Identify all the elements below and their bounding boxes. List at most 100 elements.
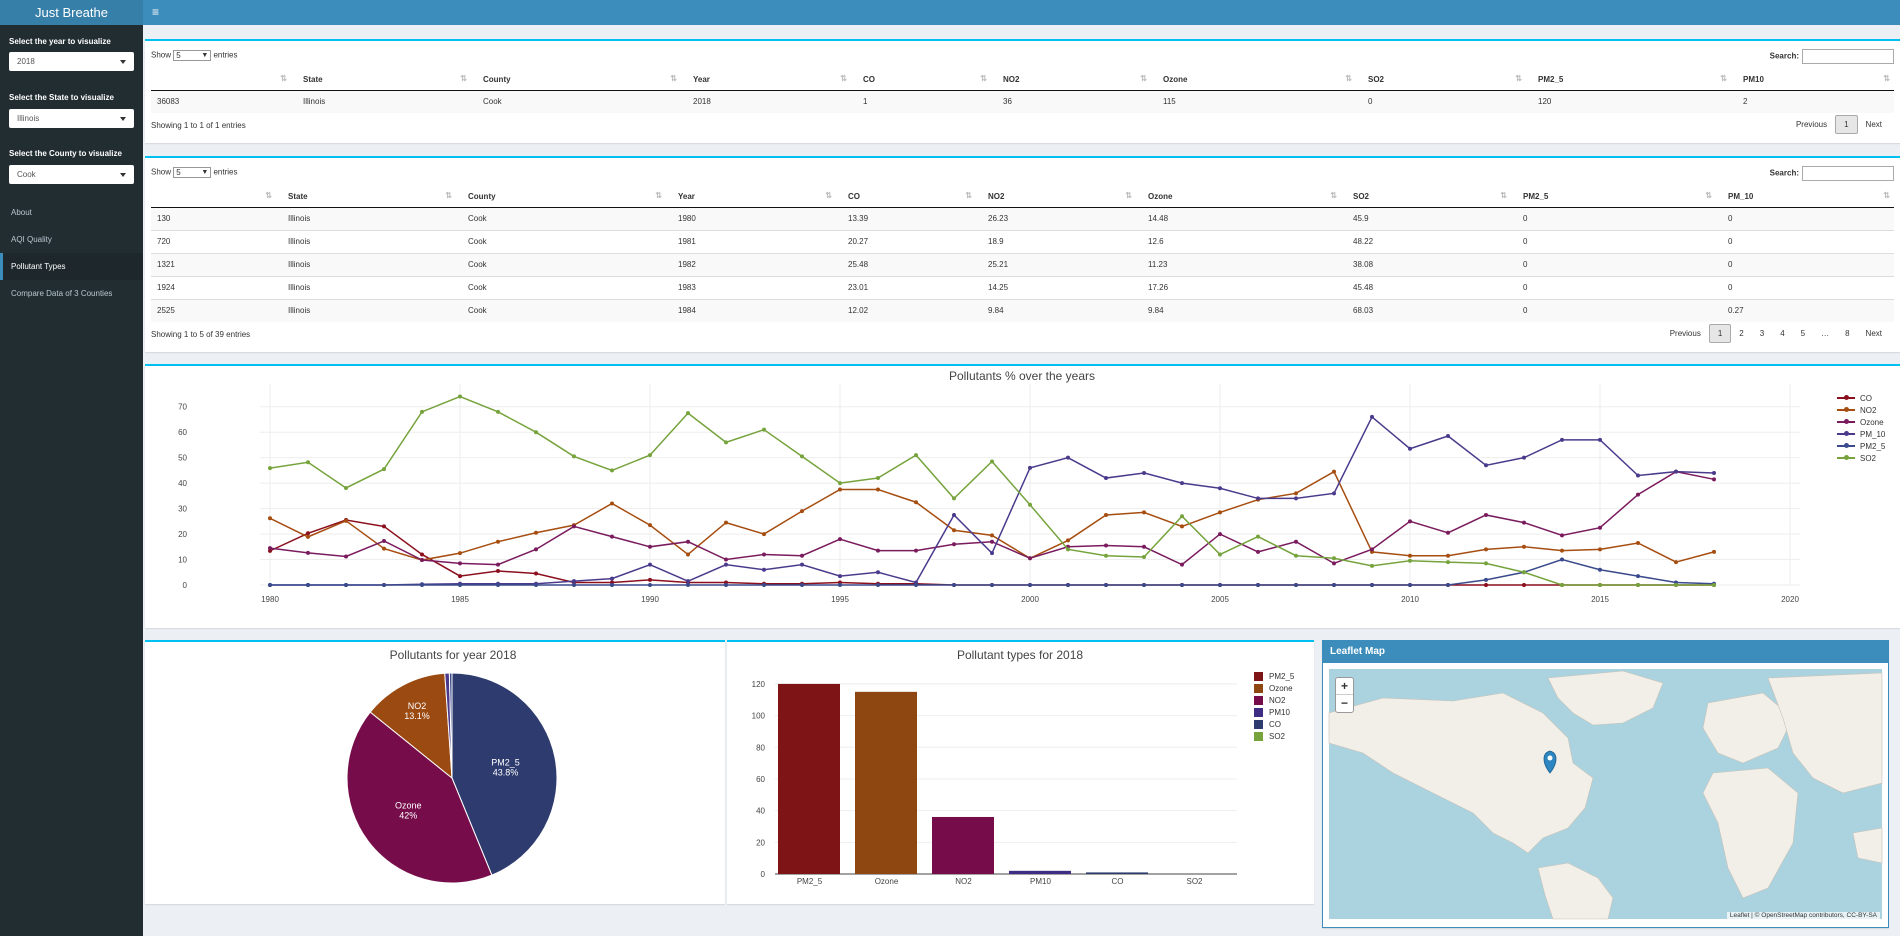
page-button[interactable]: 2 <box>1739 329 1744 338</box>
zoom-out-button[interactable]: − <box>1340 696 1348 710</box>
pollutant-types-bar-chart: Pollutant types for 2018 0 20 40 60 80 100 120 P… <box>752 648 1237 886</box>
table-row[interactable]: 2525 Illinois Cook 1984 12.02 9.84 9.84 68.03 0 0… <box>151 298 1894 322</box>
legend-item[interactable]: PM_10 <box>1837 428 1885 440</box>
legend-item[interactable]: NO2 <box>1254 694 1294 706</box>
data-point <box>838 487 842 492</box>
column-header[interactable]: SO2 <box>1341 186 1511 208</box>
data-point <box>1180 524 1184 529</box>
table-row[interactable]: 720 Illinois Cook 1981 20.27 18.9 12.6 48.22 0 0 <box>151 229 1894 253</box>
data-point <box>1028 556 1032 561</box>
table-cell: Cook <box>456 229 666 253</box>
legend-item[interactable]: CO <box>1837 392 1885 404</box>
county-select[interactable]: Cook <box>9 165 134 184</box>
table-cell: 13.39 <box>836 206 976 230</box>
legend-item[interactable]: CO <box>1254 718 1294 730</box>
pagination: Previous 1 2 3 4 5 … 8 Next <box>1662 324 1890 343</box>
state-select[interactable]: Illinois <box>9 109 134 128</box>
column-header[interactable]: NO2 <box>991 69 1151 91</box>
column-header[interactable]: State <box>276 186 456 208</box>
next-page-button[interactable]: Next <box>1865 329 1882 338</box>
data-point <box>1370 563 1374 568</box>
search-input[interactable] <box>1802 166 1894 181</box>
column-header[interactable]: Ozone <box>1151 69 1356 91</box>
year-select[interactable]: 2018 <box>9 52 134 71</box>
column-header[interactable]: Year <box>681 69 851 91</box>
y-tick-label: 20 <box>178 530 187 539</box>
legend-item[interactable]: PM10 <box>1254 706 1294 718</box>
legend-swatch <box>1254 671 1263 681</box>
x-tick-label: PM2_5 <box>797 877 823 886</box>
x-tick-label: NO2 <box>955 877 972 886</box>
legend-item[interactable]: PM2_5 <box>1837 440 1885 452</box>
table-cell: Cook <box>456 275 666 299</box>
legend-item[interactable]: SO2 <box>1254 730 1294 742</box>
page-button[interactable]: 4 <box>1780 329 1785 338</box>
column-header[interactable]: PM_10 <box>1716 186 1894 208</box>
column-header[interactable]: CO <box>836 186 976 208</box>
bar-pm10 <box>1009 870 1071 874</box>
legend-label: CO <box>1269 719 1281 729</box>
search-input[interactable] <box>1802 49 1894 64</box>
column-header[interactable]: County <box>456 186 666 208</box>
table-cell: Illinois <box>276 275 456 299</box>
previous-page-button[interactable]: Previous <box>1669 329 1701 338</box>
column-header[interactable]: Year <box>666 186 836 208</box>
column-header[interactable] <box>151 186 276 208</box>
legend-item[interactable]: Ozone <box>1837 416 1885 428</box>
column-header[interactable]: PM10 <box>1731 69 1894 91</box>
year-select-value: 2018 <box>17 57 35 66</box>
column-header[interactable] <box>151 69 291 91</box>
table-cell: Cook <box>456 298 666 322</box>
column-header[interactable]: County <box>471 69 681 91</box>
table-cell: 45.48 <box>1341 275 1511 299</box>
sidebar: Select the year to visualize 2018 Select… <box>0 25 143 936</box>
legend-item[interactable]: SO2 <box>1837 452 1885 464</box>
legend-swatch <box>1837 395 1855 400</box>
column-header[interactable]: State <box>291 69 471 91</box>
sidebar-item-pollutant-types[interactable]: Pollutant Types <box>0 253 143 280</box>
legend-item[interactable]: NO2 <box>1837 404 1885 416</box>
data-point <box>1636 473 1640 478</box>
legend-item[interactable]: Ozone <box>1254 682 1294 694</box>
table-row[interactable]: 1924 Illinois Cook 1983 23.01 14.25 17.26 45.48… <box>151 275 1894 299</box>
hamburger-menu-icon[interactable]: ≡ <box>152 5 160 19</box>
leaflet-map[interactable] <box>1323 663 1888 927</box>
page-button[interactable]: 5 <box>1800 329 1806 338</box>
sidebar-item-about[interactable]: About <box>11 208 32 217</box>
bar-chart-box: Pollutant types for 2018 0 20 40 60 80 100 120 P… <box>727 640 1314 904</box>
data-point <box>572 583 576 587</box>
data-point <box>534 583 538 587</box>
data-point <box>686 583 690 587</box>
entries-select[interactable]: 5 <box>173 50 212 61</box>
column-header[interactable]: PM2_5 <box>1511 186 1716 208</box>
table-row[interactable]: 1321 Illinois Cook 1982 25.48 25.21 11.23 38.08… <box>151 252 1894 276</box>
column-header[interactable]: CO <box>851 69 991 91</box>
zoom-in-button[interactable]: + <box>1336 678 1353 695</box>
sidebar-item-aqi-quality[interactable]: AQI Quality <box>11 235 52 244</box>
legend-item[interactable]: PM2_5 <box>1254 670 1294 682</box>
previous-page-button[interactable]: Previous <box>1795 120 1828 129</box>
column-header[interactable]: Ozone <box>1136 186 1341 208</box>
x-tick-label: 2010 <box>1401 595 1419 604</box>
column-header[interactable]: SO2 <box>1356 69 1526 91</box>
sidebar-item-compare-counties[interactable]: Compare Data of 3 Counties <box>11 289 113 298</box>
county-select-label: Select the County to visualize <box>9 149 122 158</box>
page-button[interactable]: 1 <box>1835 115 1858 134</box>
entries-select[interactable]: 5 <box>173 167 212 178</box>
table-cell: 2 <box>1731 89 1894 113</box>
page-button[interactable]: 8 <box>1845 329 1850 338</box>
data-point <box>1522 544 1526 549</box>
map-marker-icon[interactable] <box>1543 750 1557 774</box>
page-button[interactable]: 3 <box>1759 329 1765 338</box>
year-select-label: Select the year to visualize <box>9 37 111 46</box>
next-page-button[interactable]: Next <box>1865 120 1882 129</box>
table-row[interactable]: 130 Illinois Cook 1980 13.39 26.23 14.48 45.9 0 0 <box>151 206 1894 230</box>
column-header[interactable]: NO2 <box>976 186 1136 208</box>
data-point <box>1294 496 1298 501</box>
table-cell: 2525 <box>151 298 276 322</box>
column-header[interactable]: PM2_5 <box>1526 69 1731 91</box>
data-point <box>1598 525 1602 530</box>
page-button[interactable]: 1 <box>1708 324 1732 343</box>
zoom-control: + − <box>1335 677 1354 713</box>
table-row[interactable]: 36083 Illinois Cook 2018 1 36 115 0 120 2 <box>151 89 1894 113</box>
